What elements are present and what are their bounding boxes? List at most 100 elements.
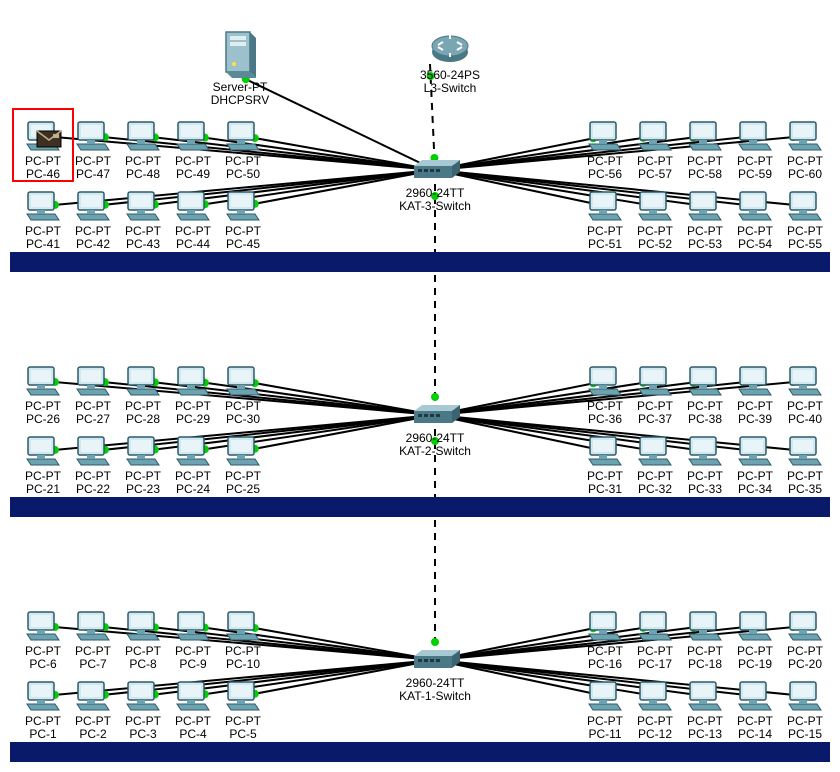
pc-icon — [780, 680, 830, 715]
switch-KAT-1-Switch[interactable]: 2960-24TT KAT-1-Switch — [395, 650, 475, 703]
pc-6[interactable]: PC-PT PC-6 — [18, 610, 68, 671]
pc-58[interactable]: PC-PT PC-58 — [680, 120, 730, 181]
pc-43[interactable]: PC-PT PC-43 — [118, 190, 168, 251]
pc-name-label: PC-58 — [680, 168, 730, 181]
pc-48[interactable]: PC-PT PC-48 — [118, 120, 168, 181]
pc-5[interactable]: PC-PT PC-5 — [218, 680, 268, 741]
pc-38[interactable]: PC-PT PC-38 — [680, 365, 730, 426]
pc-41[interactable]: PC-PT PC-41 — [18, 190, 68, 251]
pc-1[interactable]: PC-PT PC-1 — [18, 680, 68, 741]
pc-name-label: PC-31 — [580, 483, 630, 496]
pc-29[interactable]: PC-PT PC-29 — [168, 365, 218, 426]
pc-21[interactable]: PC-PT PC-21 — [18, 435, 68, 496]
pc-name-label: PC-37 — [630, 413, 680, 426]
pc-33[interactable]: PC-PT PC-33 — [680, 435, 730, 496]
l3-switch[interactable]: 3560-24PS L3-Switch — [410, 30, 490, 95]
pc-18[interactable]: PC-PT PC-18 — [680, 610, 730, 671]
pc-icon — [780, 120, 830, 155]
switch-KAT-3-Switch[interactable]: 2960-24TT KAT-3-Switch — [395, 160, 475, 213]
pc-12[interactable]: PC-PT PC-12 — [630, 680, 680, 741]
pc-37[interactable]: PC-PT PC-37 — [630, 365, 680, 426]
pc-31[interactable]: PC-PT PC-31 — [580, 435, 630, 496]
switch-name-label: KAT-1-Switch — [395, 690, 475, 703]
pc-45[interactable]: PC-PT PC-45 — [218, 190, 268, 251]
pc-50[interactable]: PC-PT PC-50 — [218, 120, 268, 181]
pc-32[interactable]: PC-PT PC-32 — [630, 435, 680, 496]
pc-icon — [680, 680, 730, 715]
pc-icon — [218, 680, 268, 715]
pc-24[interactable]: PC-PT PC-24 — [168, 435, 218, 496]
pc-name-label: PC-21 — [18, 483, 68, 496]
pc-3[interactable]: PC-PT PC-3 — [118, 680, 168, 741]
pc-name-label: PC-53 — [680, 238, 730, 251]
pc-26[interactable]: PC-PT PC-26 — [18, 365, 68, 426]
pc-name-label: PC-4 — [168, 728, 218, 741]
pc-47[interactable]: PC-PT PC-47 — [68, 120, 118, 181]
pc-34[interactable]: PC-PT PC-34 — [730, 435, 780, 496]
pc-30[interactable]: PC-PT PC-30 — [218, 365, 268, 426]
pc-52[interactable]: PC-PT PC-52 — [630, 190, 680, 251]
pc-42[interactable]: PC-PT PC-42 — [68, 190, 118, 251]
pc-15[interactable]: PC-PT PC-15 — [780, 680, 830, 741]
switch-icon — [395, 650, 475, 677]
pc-14[interactable]: PC-PT PC-14 — [730, 680, 780, 741]
pc-9[interactable]: PC-PT PC-9 — [168, 610, 218, 671]
pc-19[interactable]: PC-PT PC-19 — [730, 610, 780, 671]
pc-60[interactable]: PC-PT PC-60 — [780, 120, 830, 181]
pc-icon — [680, 120, 730, 155]
pc-icon — [680, 190, 730, 225]
pc-icon — [118, 120, 168, 155]
pc-icon — [218, 435, 268, 470]
pc-13[interactable]: PC-PT PC-13 — [680, 680, 730, 741]
pc-icon — [780, 365, 830, 400]
pc-icon — [218, 190, 268, 225]
pc-name-label: PC-52 — [630, 238, 680, 251]
packet-envelope[interactable] — [36, 130, 62, 151]
switch-KAT-2-Switch[interactable]: 2960-24TT KAT-2-Switch — [395, 405, 475, 458]
pc-name-label: PC-49 — [168, 168, 218, 181]
pc-icon — [580, 435, 630, 470]
pc-icon — [218, 610, 268, 645]
pc-40[interactable]: PC-PT PC-40 — [780, 365, 830, 426]
pc-icon — [68, 610, 118, 645]
pc-36[interactable]: PC-PT PC-36 — [580, 365, 630, 426]
pc-name-label: PC-57 — [630, 168, 680, 181]
pc-17[interactable]: PC-PT PC-17 — [630, 610, 680, 671]
l3-switch-icon — [410, 30, 490, 69]
pc-28[interactable]: PC-PT PC-28 — [118, 365, 168, 426]
pc-16[interactable]: PC-PT PC-16 — [580, 610, 630, 671]
pc-53[interactable]: PC-PT PC-53 — [680, 190, 730, 251]
pc-name-label: PC-27 — [68, 413, 118, 426]
pc-27[interactable]: PC-PT PC-27 — [68, 365, 118, 426]
server-dhcpsrv[interactable]: Server-PT DHCPSRV — [205, 30, 275, 107]
pc-59[interactable]: PC-PT PC-59 — [730, 120, 780, 181]
pc-55[interactable]: PC-PT PC-55 — [780, 190, 830, 251]
pc-49[interactable]: PC-PT PC-49 — [168, 120, 218, 181]
pc-44[interactable]: PC-PT PC-44 — [168, 190, 218, 251]
pc-35[interactable]: PC-PT PC-35 — [780, 435, 830, 496]
pc-icon — [168, 680, 218, 715]
pc-23[interactable]: PC-PT PC-23 — [118, 435, 168, 496]
pc-2[interactable]: PC-PT PC-2 — [68, 680, 118, 741]
pc-22[interactable]: PC-PT PC-22 — [68, 435, 118, 496]
pc-25[interactable]: PC-PT PC-25 — [218, 435, 268, 496]
pc-54[interactable]: PC-PT PC-54 — [730, 190, 780, 251]
pc-name-label: PC-54 — [730, 238, 780, 251]
pc-11[interactable]: PC-PT PC-11 — [580, 680, 630, 741]
pc-7[interactable]: PC-PT PC-7 — [68, 610, 118, 671]
pc-8[interactable]: PC-PT PC-8 — [118, 610, 168, 671]
pc-name-label: PC-28 — [118, 413, 168, 426]
pc-icon — [680, 610, 730, 645]
pc-10[interactable]: PC-PT PC-10 — [218, 610, 268, 671]
pc-51[interactable]: PC-PT PC-51 — [580, 190, 630, 251]
pc-icon — [730, 680, 780, 715]
pc-name-label: PC-59 — [730, 168, 780, 181]
pc-56[interactable]: PC-PT PC-56 — [580, 120, 630, 181]
pc-4[interactable]: PC-PT PC-4 — [168, 680, 218, 741]
pc-name-label: PC-50 — [218, 168, 268, 181]
pc-39[interactable]: PC-PT PC-39 — [730, 365, 780, 426]
pc-icon — [218, 365, 268, 400]
pc-20[interactable]: PC-PT PC-20 — [780, 610, 830, 671]
pc-57[interactable]: PC-PT PC-57 — [630, 120, 680, 181]
pc-icon — [580, 120, 630, 155]
